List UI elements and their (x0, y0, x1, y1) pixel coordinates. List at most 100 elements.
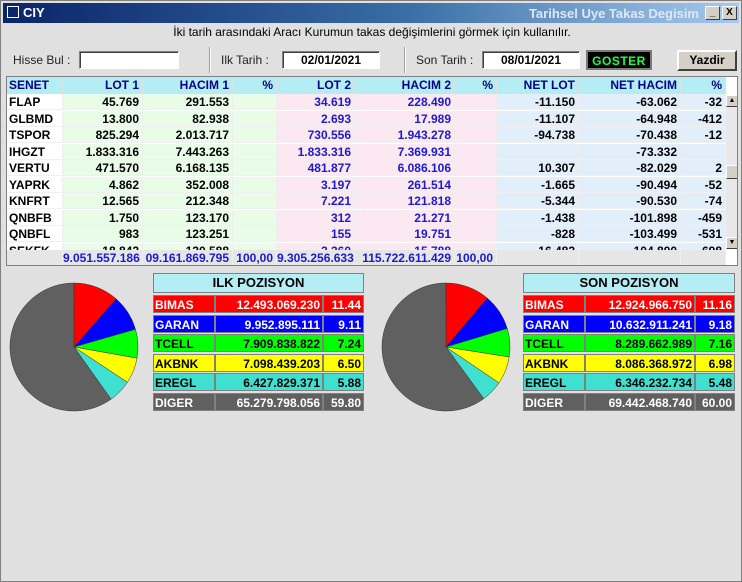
table-cell[interactable]: 3.197 (277, 176, 355, 193)
table-cell[interactable]: 7.221 (277, 193, 355, 209)
table-cell[interactable] (681, 143, 726, 160)
table-cell[interactable]: 123.170 (143, 209, 233, 226)
table-cell[interactable]: 2.693 (277, 110, 355, 127)
table-cell[interactable]: -64.948 (579, 110, 681, 127)
table-cell[interactable] (455, 143, 497, 160)
row-symbol[interactable]: IHGZT (7, 143, 63, 160)
table-cell[interactable] (455, 110, 497, 127)
table-cell[interactable]: 1.943.278 (355, 127, 455, 143)
table-cell[interactable]: -82.029 (579, 160, 681, 176)
table-cell[interactable] (497, 143, 579, 160)
show-button[interactable]: GOSTER (586, 50, 652, 70)
table-cell[interactable]: 261.514 (355, 176, 455, 193)
table-cell[interactable]: 825.294 (63, 127, 143, 143)
table-cell[interactable]: 2 (681, 160, 726, 176)
table-cell[interactable]: -1.438 (497, 209, 579, 226)
table-cell[interactable] (455, 226, 497, 242)
table-cell[interactable] (233, 127, 277, 143)
table-cell[interactable]: -828 (497, 226, 579, 242)
table-cell[interactable]: 82.938 (143, 110, 233, 127)
table-cell[interactable]: 228.490 (355, 94, 455, 110)
print-button[interactable]: Yazdir (677, 50, 737, 71)
row-symbol[interactable]: TSPOR (7, 127, 63, 143)
vertical-scrollbar[interactable]: ▲ ▼ (726, 95, 737, 249)
table-cell[interactable]: -1.665 (497, 176, 579, 193)
table-cell[interactable]: 1.833.316 (277, 143, 355, 160)
table-cell[interactable]: 21.271 (355, 209, 455, 226)
end-date-field[interactable]: 08/01/2021 (482, 51, 580, 69)
table-cell[interactable]: 45.769 (63, 94, 143, 110)
table-cell[interactable]: 983 (63, 226, 143, 242)
table-cell[interactable]: -531 (681, 226, 726, 242)
table-cell[interactable]: -11.150 (497, 94, 579, 110)
table-cell[interactable]: -94.738 (497, 127, 579, 143)
column-header[interactable]: % (681, 77, 726, 94)
table-cell[interactable]: -73.332 (579, 143, 681, 160)
column-header[interactable]: NET HACIM (579, 77, 681, 94)
table-cell[interactable] (233, 209, 277, 226)
table-cell[interactable]: -412 (681, 110, 726, 127)
table-cell[interactable]: 123.251 (143, 226, 233, 242)
table-cell[interactable]: 155 (277, 226, 355, 242)
table-cell[interactable]: 1.750 (63, 209, 143, 226)
row-symbol[interactable]: KNFRT (7, 193, 63, 209)
table-cell[interactable] (455, 160, 497, 176)
table-cell[interactable] (455, 209, 497, 226)
search-input[interactable] (79, 51, 179, 69)
table-cell[interactable]: -74 (681, 193, 726, 209)
table-cell[interactable]: -32 (681, 94, 726, 110)
title-bar[interactable]: CIY Tarihsel Uye Takas Degisim _ X (3, 3, 739, 23)
row-symbol[interactable]: FLAP (7, 94, 63, 110)
table-cell[interactable]: 17.989 (355, 110, 455, 127)
table-cell[interactable]: -90.494 (579, 176, 681, 193)
close-button[interactable]: X (722, 6, 737, 20)
table-cell[interactable] (233, 160, 277, 176)
table-cell[interactable]: -70.438 (579, 127, 681, 143)
table-cell[interactable]: 352.008 (143, 176, 233, 193)
table-cell[interactable]: 121.818 (355, 193, 455, 209)
table-cell[interactable]: -12 (681, 127, 726, 143)
column-header[interactable]: HACIM 1 (143, 77, 233, 94)
table-cell[interactable]: 6.168.135 (143, 160, 233, 176)
table-cell[interactable] (455, 176, 497, 193)
column-header[interactable]: LOT 1 (63, 77, 143, 94)
table-cell[interactable]: 34.619 (277, 94, 355, 110)
table-cell[interactable]: 1.833.316 (63, 143, 143, 160)
row-symbol[interactable]: QNBFL (7, 226, 63, 242)
table-cell[interactable] (455, 193, 497, 209)
table-cell[interactable]: 4.862 (63, 176, 143, 193)
scroll-thumb[interactable] (726, 165, 737, 179)
column-header[interactable]: HACIM 2 (355, 77, 455, 94)
scroll-down-icon[interactable]: ▼ (726, 237, 737, 249)
table-cell[interactable]: -11.107 (497, 110, 579, 127)
table-cell[interactable]: 13.800 (63, 110, 143, 127)
table-cell[interactable]: 2.013.717 (143, 127, 233, 143)
table-cell[interactable]: -103.499 (579, 226, 681, 242)
row-symbol[interactable]: VERTU (7, 160, 63, 176)
table-cell[interactable] (455, 127, 497, 143)
table-cell[interactable]: 312 (277, 209, 355, 226)
row-symbol[interactable]: GLBMD (7, 110, 63, 127)
table-cell[interactable] (233, 94, 277, 110)
table-cell[interactable]: 7.369.931 (355, 143, 455, 160)
table-cell[interactable]: 291.553 (143, 94, 233, 110)
table-cell[interactable]: -101.898 (579, 209, 681, 226)
table-cell[interactable]: 19.751 (355, 226, 455, 242)
table-cell[interactable]: -90.530 (579, 193, 681, 209)
table-cell[interactable]: 10.307 (497, 160, 579, 176)
row-symbol[interactable]: QNBFB (7, 209, 63, 226)
table-cell[interactable]: 7.443.263 (143, 143, 233, 160)
column-header[interactable]: % (233, 77, 277, 94)
column-header[interactable]: LOT 2 (277, 77, 355, 94)
table-cell[interactable]: 481.877 (277, 160, 355, 176)
start-date-field[interactable]: 02/01/2021 (282, 51, 380, 69)
table-cell[interactable] (233, 226, 277, 242)
scroll-up-icon[interactable]: ▲ (726, 95, 737, 107)
table-cell[interactable]: 471.570 (63, 160, 143, 176)
table-cell[interactable] (233, 176, 277, 193)
table-cell[interactable]: 6.086.106 (355, 160, 455, 176)
table-cell[interactable] (233, 110, 277, 127)
column-header[interactable]: NET LOT (497, 77, 579, 94)
table-cell[interactable] (455, 94, 497, 110)
table-cell[interactable]: 212.348 (143, 193, 233, 209)
